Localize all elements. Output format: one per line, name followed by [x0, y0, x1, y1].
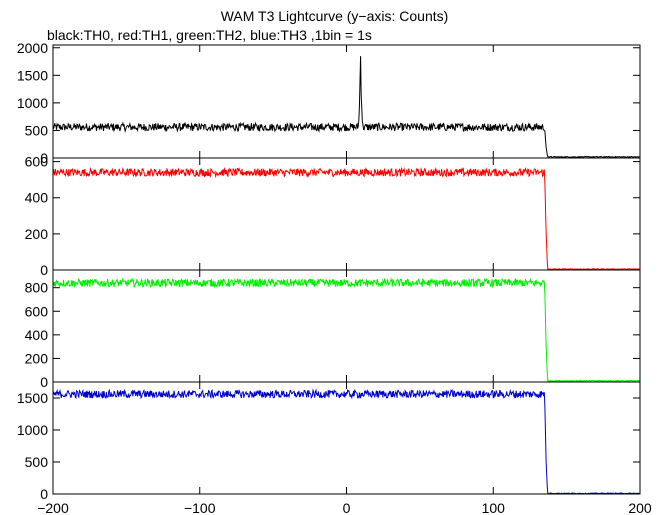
series-th2-line — [52, 277, 640, 382]
chart-title: WAM T3 Lightcurve (y−axis: Counts) — [220, 8, 449, 24]
x-tick-label: 100 — [482, 500, 506, 515]
y-tick-label: 500 — [25, 122, 49, 138]
y-tick-label: 1500 — [17, 390, 48, 406]
series-th1-line — [52, 166, 640, 271]
y-tick-label: 1000 — [17, 95, 48, 111]
series-th0-line — [52, 56, 640, 158]
x-tick-label: 0 — [343, 500, 351, 515]
panel-frame — [52, 381, 641, 495]
x-tick-label: −100 — [184, 500, 216, 515]
panel-frame — [52, 269, 641, 383]
y-tick-label: 200 — [25, 226, 49, 242]
y-tick-label: 2000 — [17, 40, 48, 56]
y-tick-label: 800 — [25, 280, 49, 296]
y-tick-label: 200 — [25, 350, 49, 366]
chart-subtitle: black:TH0, red:TH1, green:TH2, blue:TH3 … — [47, 27, 372, 43]
y-tick-label: 0 — [40, 486, 48, 502]
y-tick-label: 0 — [40, 374, 48, 390]
panel-frame — [52, 44, 641, 159]
x-tick-label: 200 — [628, 500, 652, 515]
y-tick-label: 0 — [40, 150, 48, 166]
series-th3-line — [52, 388, 640, 495]
y-tick-label: 0 — [40, 262, 48, 278]
y-tick-label: 1500 — [17, 67, 48, 83]
x-tick-label: −200 — [37, 500, 69, 515]
y-tick-label: 400 — [25, 190, 49, 206]
y-tick-label: 600 — [25, 303, 49, 319]
y-tick-label: 1000 — [17, 422, 48, 438]
y-tick-label: 600 — [25, 154, 49, 170]
y-tick-label: 500 — [25, 454, 49, 470]
y-tick-label: 400 — [25, 327, 49, 343]
